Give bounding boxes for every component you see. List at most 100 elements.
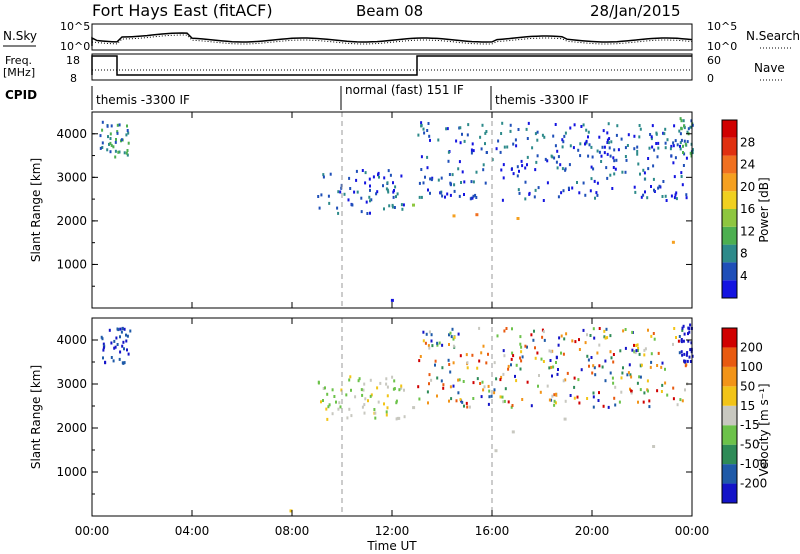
echo-cell bbox=[686, 130, 689, 134]
echo-cell bbox=[609, 173, 612, 177]
echo-cell bbox=[673, 196, 676, 200]
echo-cell bbox=[101, 337, 104, 341]
echo-cell bbox=[347, 198, 350, 202]
echo-cell bbox=[339, 190, 342, 194]
echo-cell bbox=[479, 135, 482, 139]
echo-cell bbox=[126, 149, 129, 152]
ytick-label: 2000 bbox=[56, 421, 87, 435]
echo-cell bbox=[535, 160, 538, 164]
echo-cell bbox=[360, 388, 363, 392]
echo-cell bbox=[592, 327, 595, 331]
echo-cell bbox=[503, 329, 506, 333]
echo-cell bbox=[126, 153, 129, 157]
echo-cell bbox=[629, 387, 631, 391]
echo-cell bbox=[507, 400, 510, 404]
echo-cell bbox=[434, 363, 436, 367]
echo-cell bbox=[611, 187, 614, 190]
echo-cell bbox=[553, 399, 556, 403]
echo-cell bbox=[557, 368, 559, 371]
echo-cell bbox=[331, 412, 334, 416]
echo-cell bbox=[630, 391, 633, 395]
echo-cell bbox=[536, 138, 539, 142]
echo-cell bbox=[400, 384, 403, 388]
echo-cell bbox=[592, 167, 595, 171]
echo-cell bbox=[463, 404, 465, 408]
echo-cell bbox=[322, 387, 325, 390]
echo-cell bbox=[673, 327, 676, 330]
echo-cell bbox=[427, 188, 429, 192]
echo-cell bbox=[555, 160, 558, 164]
echo-cell bbox=[679, 132, 682, 136]
echo-cell bbox=[418, 397, 421, 401]
echo-cell bbox=[444, 195, 446, 199]
echo-cell bbox=[610, 356, 613, 360]
echo-cell bbox=[536, 130, 539, 134]
echo-cell bbox=[615, 158, 618, 162]
echo-cell bbox=[689, 125, 692, 129]
echo-cell bbox=[427, 344, 430, 348]
echo-cell bbox=[607, 405, 610, 409]
cpid-row: CPID themis -3300 IF normal (fast) 151 I… bbox=[5, 83, 589, 110]
colorbar-swatch bbox=[722, 328, 737, 348]
echo-cell bbox=[684, 388, 686, 392]
echo-cell bbox=[558, 336, 561, 340]
echo-cell bbox=[108, 328, 111, 332]
echo-cell bbox=[125, 151, 128, 155]
echo-cell bbox=[633, 134, 636, 138]
colorbar-swatch bbox=[722, 120, 737, 138]
echo-cell bbox=[588, 143, 591, 147]
echo-cell bbox=[510, 357, 513, 361]
echo-cell bbox=[481, 380, 484, 384]
echo-cell bbox=[121, 361, 124, 365]
echo-cell bbox=[683, 126, 686, 130]
echo-cell bbox=[119, 335, 121, 339]
colorbar-tick: 8 bbox=[740, 247, 748, 261]
echo-cell bbox=[420, 195, 423, 199]
echo-cell bbox=[453, 335, 456, 339]
echo-cell bbox=[683, 152, 686, 156]
echo-cell bbox=[114, 140, 117, 144]
echo-cell bbox=[392, 387, 395, 391]
echo-cell bbox=[479, 382, 482, 385]
echo-cell bbox=[638, 375, 641, 379]
echo-cell bbox=[560, 334, 563, 338]
echo-cell bbox=[442, 383, 445, 387]
echo-cell bbox=[614, 385, 617, 389]
xlabel: Time UT bbox=[366, 539, 417, 553]
echo-cell bbox=[553, 403, 556, 407]
echo-cell bbox=[548, 398, 551, 402]
echo-cell bbox=[644, 177, 647, 181]
noise-sky-line bbox=[91, 32, 693, 46]
echo-cell bbox=[526, 155, 529, 159]
echo-cell bbox=[322, 173, 325, 177]
echo-cell bbox=[471, 196, 474, 200]
echo-cell bbox=[483, 385, 486, 389]
echo-cell bbox=[674, 193, 677, 197]
echo-cell bbox=[648, 146, 651, 150]
echo-cell bbox=[475, 170, 478, 174]
echo-cell bbox=[569, 394, 572, 397]
echo-cell bbox=[618, 400, 621, 404]
echo-cell bbox=[683, 352, 686, 356]
echo-cell bbox=[345, 393, 348, 397]
echo-cell bbox=[509, 129, 512, 133]
echo-cell bbox=[474, 193, 477, 197]
echo-cell bbox=[318, 206, 321, 210]
echo-cell bbox=[519, 356, 521, 360]
echo-cell bbox=[591, 371, 594, 375]
echo-cell bbox=[450, 335, 453, 339]
echo-cell bbox=[364, 171, 367, 175]
echo-cell bbox=[436, 394, 438, 398]
echo-cell bbox=[687, 326, 690, 330]
echo-cell bbox=[510, 405, 513, 409]
ytick-label: 1000 bbox=[56, 465, 87, 479]
echo-cell bbox=[423, 131, 426, 135]
echo-cell bbox=[475, 213, 479, 217]
echo-cell bbox=[683, 359, 686, 363]
echo-cell bbox=[603, 329, 606, 333]
echo-cell bbox=[527, 121, 530, 125]
echo-cell bbox=[114, 149, 117, 153]
echo-cell bbox=[565, 332, 568, 336]
echo-cell bbox=[598, 343, 601, 347]
echo-cell bbox=[534, 168, 537, 172]
